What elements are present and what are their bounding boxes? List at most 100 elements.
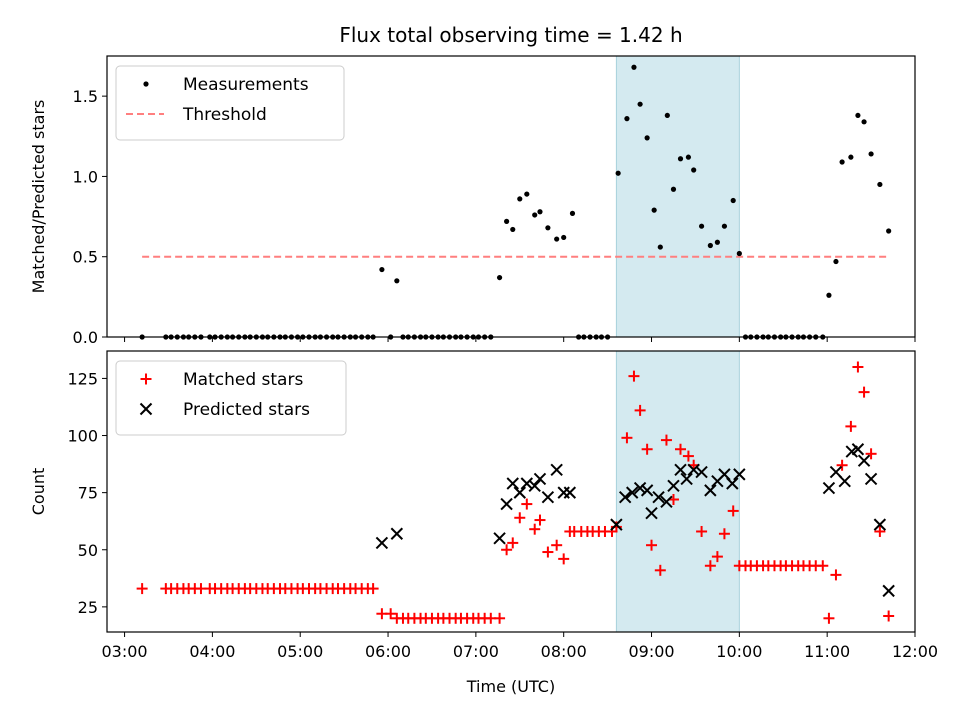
count-point-plus (852, 361, 864, 373)
chart-title: Flux total observing time = 1.42 h (339, 23, 682, 47)
ratio-point-dot (685, 154, 692, 160)
count-point-x-stroke-b (822, 481, 836, 495)
count-point-plus (534, 514, 546, 526)
ratio-point-dot (714, 239, 720, 245)
count-point-x (660, 495, 673, 508)
count-point-x (520, 477, 534, 490)
count-point-x-stroke-b (851, 443, 865, 456)
ratio-point-dot (504, 218, 510, 224)
count-point-plus (696, 525, 708, 537)
count-axes-frame (106, 350, 916, 633)
count-point-x-stroke-b (528, 479, 541, 492)
count-point-x-stroke-b (687, 463, 700, 477)
count-point-plus (727, 505, 739, 517)
ratio-point-dot (394, 278, 400, 284)
count-point-x (563, 486, 577, 499)
count-y-tick-label: 50 (78, 541, 98, 560)
count-point-x-stroke-b (506, 477, 519, 490)
count-point-plus (654, 564, 666, 576)
ratio-point-dot (868, 151, 874, 157)
count-legend-marker-x (139, 402, 153, 416)
count-legend: Matched stars Predicted stars (115, 360, 347, 436)
count-point-x (550, 463, 563, 477)
count-point-x-stroke-b (829, 465, 843, 479)
count-point-plus (883, 610, 895, 622)
x-tick-label: 10:00 (716, 642, 762, 661)
count-point-x-stroke-b (390, 527, 404, 540)
count-point-x-stroke-b (533, 472, 547, 486)
ratio-axes-frame (106, 55, 916, 338)
count-point-x-stroke-b (864, 472, 878, 486)
ratio-point-dot (510, 226, 516, 233)
count-point-x (695, 465, 708, 479)
count-point-plus (634, 404, 646, 416)
ratio-point-dot (730, 197, 736, 204)
count-point-x (610, 518, 623, 531)
count-point-plus (558, 553, 570, 565)
count-point-plus (542, 546, 554, 558)
ratio-point-dot (545, 225, 551, 231)
count-point-x (513, 486, 526, 499)
count-point-x (652, 491, 665, 504)
ratio-y-tick-label: 1.5 (73, 87, 98, 106)
x-tick-label: 09:00 (628, 642, 674, 661)
ratio-point-dot (615, 170, 621, 176)
count-point-plus (551, 539, 563, 551)
x-tick-label: 08:00 (541, 642, 587, 661)
count-legend-marker-x-stroke-b (139, 402, 153, 416)
count-point-x-stroke-b (640, 484, 654, 497)
count-point-plus (845, 420, 857, 432)
count-point-x-stroke-b (733, 468, 746, 481)
count-point-x-stroke-b (674, 463, 687, 477)
ratio-point-dot (524, 191, 530, 197)
ratio-legend-label: Threshold (182, 105, 267, 125)
count-point-plus (711, 551, 723, 563)
ratio-point-dot (736, 250, 742, 257)
count-point-x (726, 477, 739, 490)
count-point-x-stroke-b (610, 518, 623, 531)
count-panel: 25 50 75 100 125 03:00 04:00 05:00 06:00 07:00 08:… (29, 350, 938, 661)
ratio-point-dot (861, 119, 867, 125)
ratio-highlight-span (615, 55, 740, 338)
count-point-x-stroke-b (838, 475, 851, 488)
ratio-point-dot (554, 236, 560, 242)
ratio-point-dot (561, 234, 567, 241)
count-point-x (873, 518, 887, 531)
ratio-y-tick-label: 0.5 (73, 248, 98, 267)
count-series-plus (136, 361, 895, 624)
count-point-x (667, 479, 680, 492)
count-point-x (533, 472, 547, 486)
ratio-panel: 0.0 0.5 1.0 1.5 Matched/Predicted stars Measu… (29, 55, 916, 347)
ratio-point-dot (670, 186, 677, 192)
count-point-x (733, 468, 746, 481)
count-point-plus (628, 370, 640, 382)
x-tick-label: 04:00 (189, 642, 235, 661)
count-point-x-stroke-b (667, 479, 680, 492)
count-point-x-stroke-b (680, 472, 693, 486)
count-point-x (704, 484, 717, 497)
count-point-x-stroke-b (541, 491, 555, 504)
count-point-x (541, 491, 555, 504)
count-point-x (375, 536, 389, 550)
count-y-tick-label: 25 (78, 598, 98, 617)
count-point-x (674, 463, 687, 477)
count-point-x (640, 484, 654, 497)
count-point-plus (641, 443, 653, 455)
count-point-x-stroke-b (660, 495, 673, 508)
ratio-point-dot (707, 242, 713, 249)
ratio-legend-marker-dot (143, 81, 149, 87)
ratio-legend-label: Measurements (183, 75, 309, 95)
count-point-plus (682, 450, 694, 462)
count-point-x-stroke-b (493, 532, 506, 545)
count-point-plus (836, 459, 848, 471)
x-tick-label: 12:00 (892, 642, 938, 661)
count-point-x-stroke-b (873, 518, 887, 531)
ratio-point-dot (826, 292, 832, 298)
count-point-x-stroke-b (500, 497, 513, 511)
count-point-plus (385, 608, 397, 620)
ratio-point-dot (677, 156, 684, 162)
ratio-point-dot (833, 258, 839, 265)
ratio-legend: Measurements Threshold (115, 65, 345, 141)
count-y-tick-label: 125 (67, 369, 98, 388)
x-tick-label: 06:00 (365, 642, 411, 661)
